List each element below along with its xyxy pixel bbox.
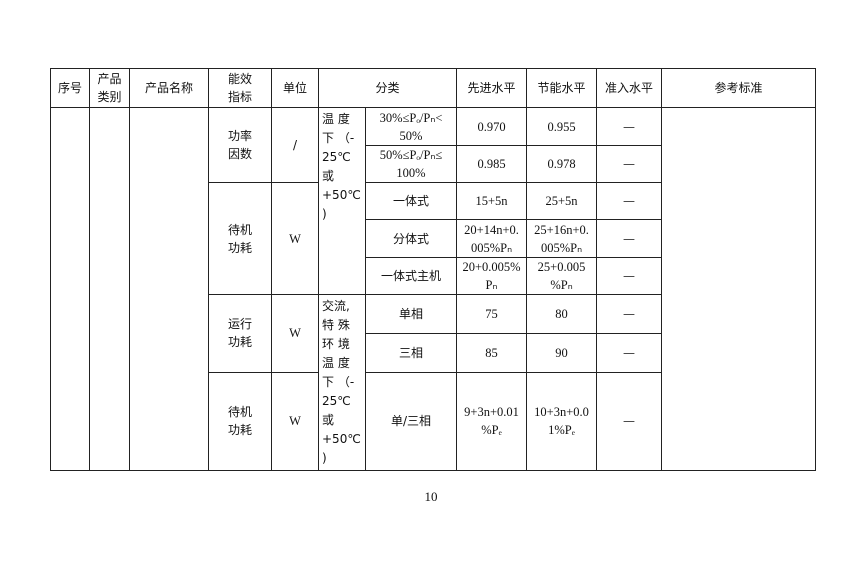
entry-cell: — <box>596 219 663 258</box>
entry-cell: — <box>596 294 663 334</box>
saving-cell: 80 <box>526 294 598 334</box>
standards-table: 序号 产品 类别 产品名称 能效 指标 单位 分类 先进水平 节能水平 准入水平… <box>50 68 817 471</box>
advanced-cell: 20+0.005% Pₙ <box>456 257 528 295</box>
advanced-cell: 9+3n+0.01 %Pₑ <box>456 371 528 471</box>
product-type-cell <box>89 107 130 471</box>
saving-cell: 0.978 <box>526 145 598 183</box>
header-reference: 参考标准 <box>661 68 817 108</box>
saving-cell: 25+5n <box>526 182 598 220</box>
header-product-type: 产品 类别 <box>89 68 130 108</box>
category-cell: 一体式主机 <box>364 257 458 295</box>
unit-cell: W <box>271 182 319 295</box>
condition-cell: 温 度 下 （- 25℃ 或 +50℃ ) <box>318 107 366 295</box>
advanced-cell: 20+14n+0. 005%Pₙ <box>456 219 528 258</box>
header-product-name: 产品名称 <box>129 68 209 108</box>
category-cell: 一体式 <box>364 182 458 220</box>
table-row: 功率 因数 / 温 度 下 （- 25℃ 或 +50℃ ) 30%≤Pₒ/Pₙ<… <box>50 107 817 471</box>
header-unit: 单位 <box>271 68 319 108</box>
category-cell: 三相 <box>364 332 458 373</box>
advanced-cell: 85 <box>456 332 528 373</box>
indicator-cell: 运行 功耗 <box>208 294 272 373</box>
header-row: 序号 产品 类别 产品名称 能效 指标 单位 分类 先进水平 节能水平 准入水平… <box>50 68 817 108</box>
header-saving: 节能水平 <box>526 68 598 108</box>
saving-cell: 10+3n+0.0 1%Pₑ <box>526 371 598 471</box>
advanced-cell: 0.985 <box>456 145 528 183</box>
indicator-cell: 待机 功耗 <box>208 371 272 471</box>
unit-cell: W <box>271 294 319 373</box>
category-cell: 分体式 <box>364 219 458 258</box>
advanced-cell: 15+5n <box>456 182 528 220</box>
entry-cell: — <box>596 107 663 146</box>
header-indicator: 能效 指标 <box>208 68 272 108</box>
advanced-cell: 0.970 <box>456 107 528 146</box>
header-entry: 准入水平 <box>596 68 663 108</box>
category-cell: 单/三相 <box>364 371 458 471</box>
entry-cell: — <box>596 332 663 373</box>
unit-cell: W <box>271 371 319 471</box>
unit-cell: / <box>271 107 319 183</box>
table-row: 三相 85 90 — <box>51 332 816 373</box>
table-row: 待机 功耗 W 单/三相 9+3n+0.01 %Pₑ 10+3n+0.0 1%P… <box>51 371 816 471</box>
saving-cell: 25+0.005 %Pₙ <box>526 257 598 295</box>
page-number: 10 <box>424 489 438 504</box>
header-category: 分类 <box>317 68 458 108</box>
indicator-cell: 功率 因数 <box>208 107 272 183</box>
reference-cell <box>661 107 817 471</box>
category-cell: 单相 <box>364 294 458 334</box>
product-name-cell <box>129 107 209 471</box>
entry-cell: — <box>596 257 663 295</box>
saving-cell: 90 <box>526 332 598 373</box>
header-index: 序号 <box>50 68 90 108</box>
header-advanced: 先进水平 <box>456 68 528 108</box>
entry-cell: — <box>596 145 663 183</box>
advanced-cell: 75 <box>456 294 528 334</box>
table-row: 50%≤Pₒ/Pₙ≤ 100% 0.985 0.978 — <box>51 145 816 183</box>
indicator-cell: 待机 功耗 <box>208 182 272 295</box>
saving-cell: 0.955 <box>526 107 598 146</box>
index-cell <box>50 107 90 471</box>
condition-cell: 交流, 特 殊 环 境 温 度 下 （- 25℃ 或 +50℃ ) <box>318 294 366 471</box>
category-cell: 30%≤Pₒ/Pₙ< 50% <box>364 107 458 146</box>
table-row: 运行 功耗 W 交流, 特 殊 环 境 温 度 下 （- 25℃ 或 +50℃ … <box>51 294 816 471</box>
table-row: 一体式主机 20+0.005% Pₙ 25+0.005 %Pₙ — <box>51 257 816 295</box>
entry-cell: — <box>596 182 663 220</box>
entry-cell: — <box>596 371 663 471</box>
saving-cell: 25+16n+0. 005%Pₙ <box>526 219 598 258</box>
category-cell: 50%≤Pₒ/Pₙ≤ 100% <box>364 145 458 183</box>
